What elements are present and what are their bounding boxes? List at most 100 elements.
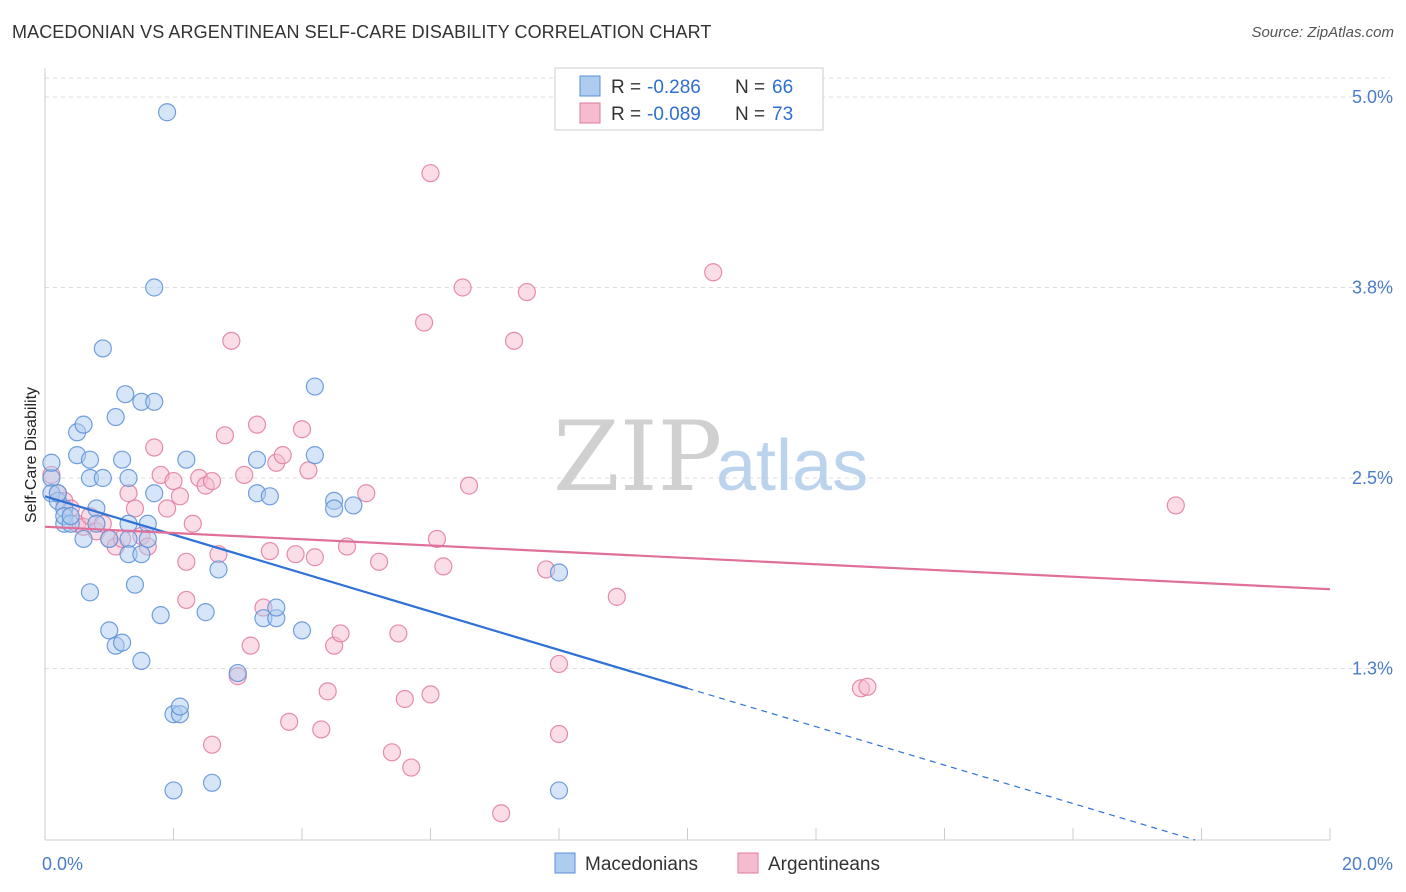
argentineans-point-38 — [273, 446, 292, 465]
argentineans-trend-line — [44, 525, 1331, 591]
argentineans-point-23 — [183, 514, 202, 533]
legend-swatch-argentineans — [579, 102, 601, 124]
argentineans-point-27 — [202, 735, 222, 754]
legend-r-value-1: -0.286 — [647, 77, 701, 98]
macedonians-point-32 — [125, 575, 145, 594]
argentineans-point-47 — [331, 624, 350, 643]
macedonians-point-50 — [209, 560, 228, 579]
macedonians-point-51 — [228, 663, 247, 683]
macedonians-point-38 — [145, 392, 164, 411]
argentineans-point-34 — [247, 415, 267, 434]
legend-swatch-macedonians — [579, 75, 601, 97]
argentineans-point-19 — [164, 471, 183, 491]
argentineans-point-52 — [389, 624, 408, 643]
y-tick-label-3: 5.0% — [1352, 87, 1393, 107]
macedonians-point-42 — [157, 103, 177, 122]
argentineans-point-32 — [235, 465, 254, 485]
bottom-legend-argentineans: Argentineans — [768, 854, 880, 875]
macedonians-point-60 — [305, 446, 324, 465]
macedonians-point-46 — [170, 697, 190, 716]
argentineans-point-36 — [260, 542, 279, 561]
y-tick-label-1: 2.5% — [1352, 468, 1393, 488]
argentineans-point-50 — [370, 552, 389, 571]
macedonians-point-20 — [93, 339, 112, 358]
argentineans-point-49 — [357, 484, 376, 503]
macedonians-point-13 — [74, 529, 93, 549]
argentineans-point-43 — [305, 548, 324, 567]
trend-lines — [44, 495, 1331, 841]
argentineans-point-26 — [202, 471, 222, 491]
grid-lines — [45, 77, 1390, 669]
argentineans-point-40 — [286, 545, 305, 564]
macedonians-point-59 — [305, 377, 324, 396]
legend-r-label-1: R = — [611, 77, 641, 98]
macedonians-point-44 — [164, 781, 183, 800]
macedonians-point-22 — [100, 529, 119, 549]
argentineans-point-30 — [222, 331, 241, 350]
argentineans-point-68 — [704, 263, 723, 282]
macedonians-point-25 — [112, 450, 132, 469]
macedonians-point-35 — [132, 651, 151, 670]
macedonians-point-40 — [145, 278, 164, 297]
argentineans-point-56 — [421, 685, 440, 704]
argentineans-point-54 — [402, 758, 421, 777]
macedonians-point-57 — [267, 598, 286, 617]
x-tick-label-min: 0.0% — [42, 854, 83, 874]
macedonians-point-41 — [151, 606, 170, 625]
series-legend: Macedonians Argentineans — [554, 852, 880, 875]
argentineans-point-18 — [157, 499, 177, 518]
argentineans-point-58 — [434, 557, 453, 576]
macedonians-trend-extension — [687, 687, 1196, 841]
argentineans-point-39 — [280, 712, 299, 731]
legend-n-value-1: 66 — [772, 77, 793, 98]
argentineans-point-53 — [395, 689, 414, 709]
argentineans-point-70 — [858, 677, 877, 696]
argentineans-point-59 — [453, 278, 472, 297]
legend-r-value-2: -0.089 — [647, 104, 701, 125]
macedonians-point-64 — [549, 563, 569, 582]
legend-n-value-2: 73 — [772, 104, 793, 125]
legend-n-label-2: N = — [735, 104, 765, 125]
macedonians-point-19 — [93, 468, 112, 488]
macedonians-points — [42, 103, 569, 800]
bottom-legend-macedonians: Macedonians — [585, 854, 698, 875]
argentineans-point-65 — [549, 654, 569, 674]
argentineans-point-63 — [517, 282, 536, 302]
argentineans-point-13 — [125, 499, 145, 518]
legend-n-label-1: N = — [735, 77, 765, 98]
argentineans-point-51 — [382, 743, 402, 762]
macedonians-point-16 — [80, 583, 100, 602]
y-axis-label: Self-Care Disability — [23, 387, 40, 523]
legend-r-label-2: R = — [611, 104, 641, 125]
bottom-legend-swatch-argentineans — [737, 852, 759, 874]
argentineans-point-33 — [241, 636, 260, 655]
x-tick-label-max: 20.0% — [1342, 854, 1393, 874]
argentineans-point-66 — [549, 724, 569, 744]
macedonians-point-12 — [74, 415, 93, 434]
macedonians-point-4 — [48, 484, 67, 503]
macedonians-point-34 — [132, 545, 151, 564]
bottom-legend-swatch-macedonians — [554, 852, 576, 874]
macedonians-point-26 — [112, 633, 132, 652]
macedonians-point-30 — [119, 468, 138, 488]
argentineans-point-20 — [170, 487, 190, 506]
macedonians-point-28 — [119, 529, 138, 549]
macedonians-point-62 — [325, 499, 344, 518]
argentineans-point-55 — [414, 313, 434, 332]
argentineans-point-41 — [292, 420, 312, 439]
correlation-legend: R = -0.286 N = 66 R = -0.089 N = 73 — [554, 67, 824, 131]
axes — [44, 68, 1331, 841]
macedonians-point-49 — [202, 773, 222, 792]
chart-title: MACEDONIAN VS ARGENTINEAN SELF-CARE DISA… — [12, 22, 712, 42]
argentineans-point-29 — [215, 426, 234, 445]
macedonians-trend-line — [44, 495, 688, 690]
argentineans-point-21 — [177, 552, 196, 571]
watermark-atlas: atlas — [716, 426, 868, 506]
argentineans-point-12 — [119, 484, 138, 503]
macedonians-point-21 — [100, 621, 119, 640]
macedonians-point-23 — [106, 407, 125, 427]
macedonians-point-37 — [138, 529, 157, 549]
argentineans-point-61 — [492, 804, 511, 823]
y-tick-label-0: 1.3% — [1352, 659, 1393, 679]
